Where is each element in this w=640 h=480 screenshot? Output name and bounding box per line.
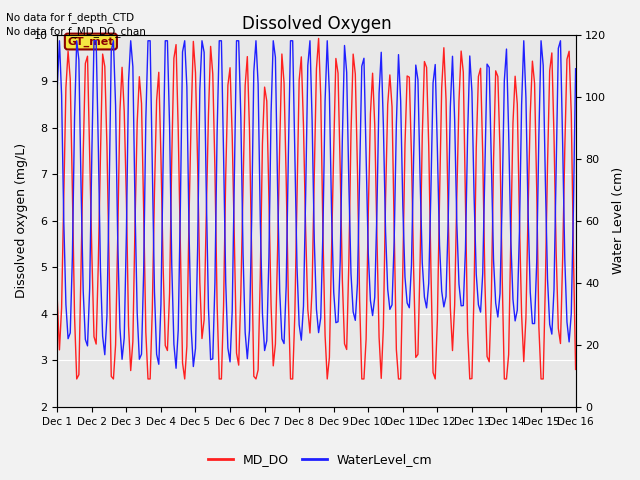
Y-axis label: Dissolved oxygen (mg/L): Dissolved oxygen (mg/L) — [15, 143, 28, 298]
Text: GT_met: GT_met — [68, 36, 114, 47]
Title: Dissolved Oxygen: Dissolved Oxygen — [242, 15, 391, 33]
Legend: MD_DO, WaterLevel_cm: MD_DO, WaterLevel_cm — [203, 448, 437, 471]
Text: No data for f_MD_DO_chan: No data for f_MD_DO_chan — [6, 26, 147, 37]
Text: No data for f_depth_CTD: No data for f_depth_CTD — [6, 12, 134, 23]
Y-axis label: Water Level (cm): Water Level (cm) — [612, 167, 625, 274]
